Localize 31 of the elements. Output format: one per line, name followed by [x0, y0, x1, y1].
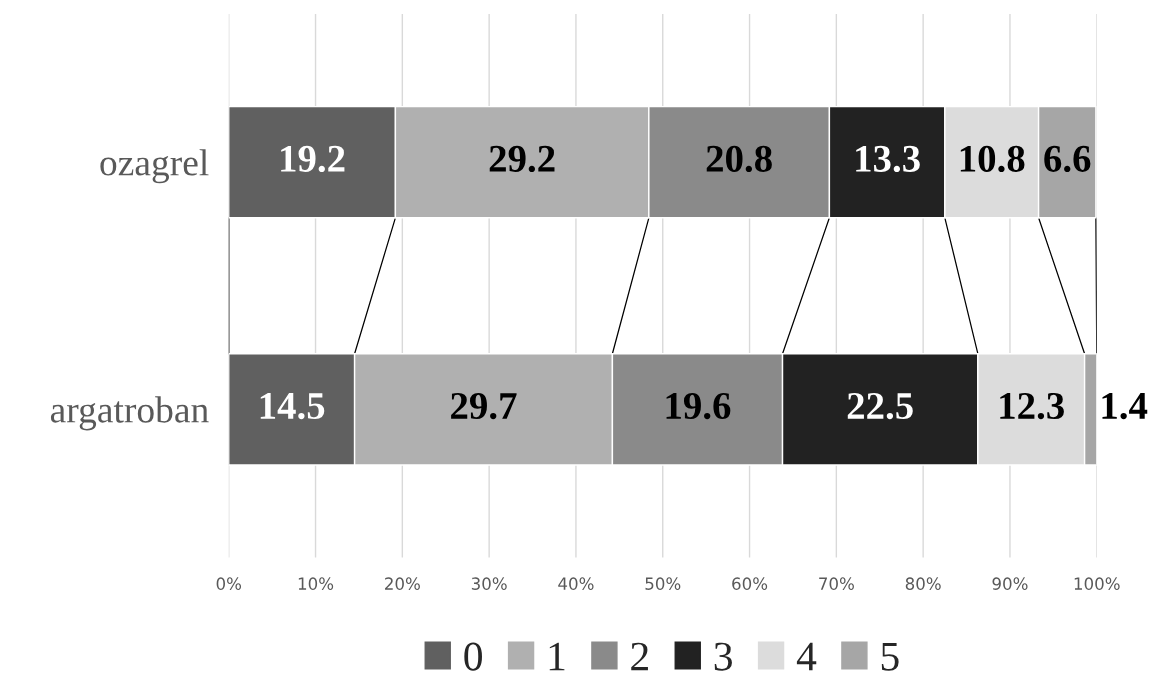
data-label: 29.7 — [451, 392, 517, 420]
data-label: 20.8 — [706, 145, 772, 173]
data-label: 1.4 — [1102, 393, 1148, 420]
data-label: 29.2 — [489, 145, 555, 173]
x-tick-label: 30% — [471, 577, 507, 590]
data-label: 12.3 — [1000, 392, 1064, 420]
x-tick-label: 70% — [819, 577, 854, 590]
data-label: 13.3 — [856, 145, 920, 173]
x-tick-label: 50% — [645, 577, 681, 590]
legend-label: 5 — [881, 642, 899, 671]
legend-label: 0 — [464, 642, 482, 671]
data-label: 22.5 — [847, 392, 913, 420]
legend-label: 1 — [549, 642, 565, 671]
y-tick-label: argatroban — [50, 396, 209, 431]
y-tick-label: ozagrel — [100, 149, 209, 184]
legend-label: 3 — [714, 642, 732, 671]
data-label: 19.6 — [666, 392, 731, 420]
x-tick-label: 60% — [732, 577, 768, 590]
data-label: 19.2 — [281, 145, 345, 173]
x-tick-label: 90% — [992, 577, 1028, 590]
x-tick-label: 20% — [385, 577, 420, 590]
x-tick-label: 100% — [1074, 577, 1120, 590]
data-label: 14.5 — [260, 393, 325, 420]
x-tick-label: 40% — [558, 577, 594, 590]
x-tick-label: 10% — [298, 577, 334, 590]
legend-label: 4 — [796, 642, 817, 671]
data-label: 6.6 — [1044, 145, 1091, 173]
legend-label: 2 — [631, 642, 648, 671]
x-tick-label: 80% — [905, 577, 941, 590]
x-tick-label: 0% — [216, 577, 242, 590]
data-label: 10.8 — [960, 145, 1025, 173]
